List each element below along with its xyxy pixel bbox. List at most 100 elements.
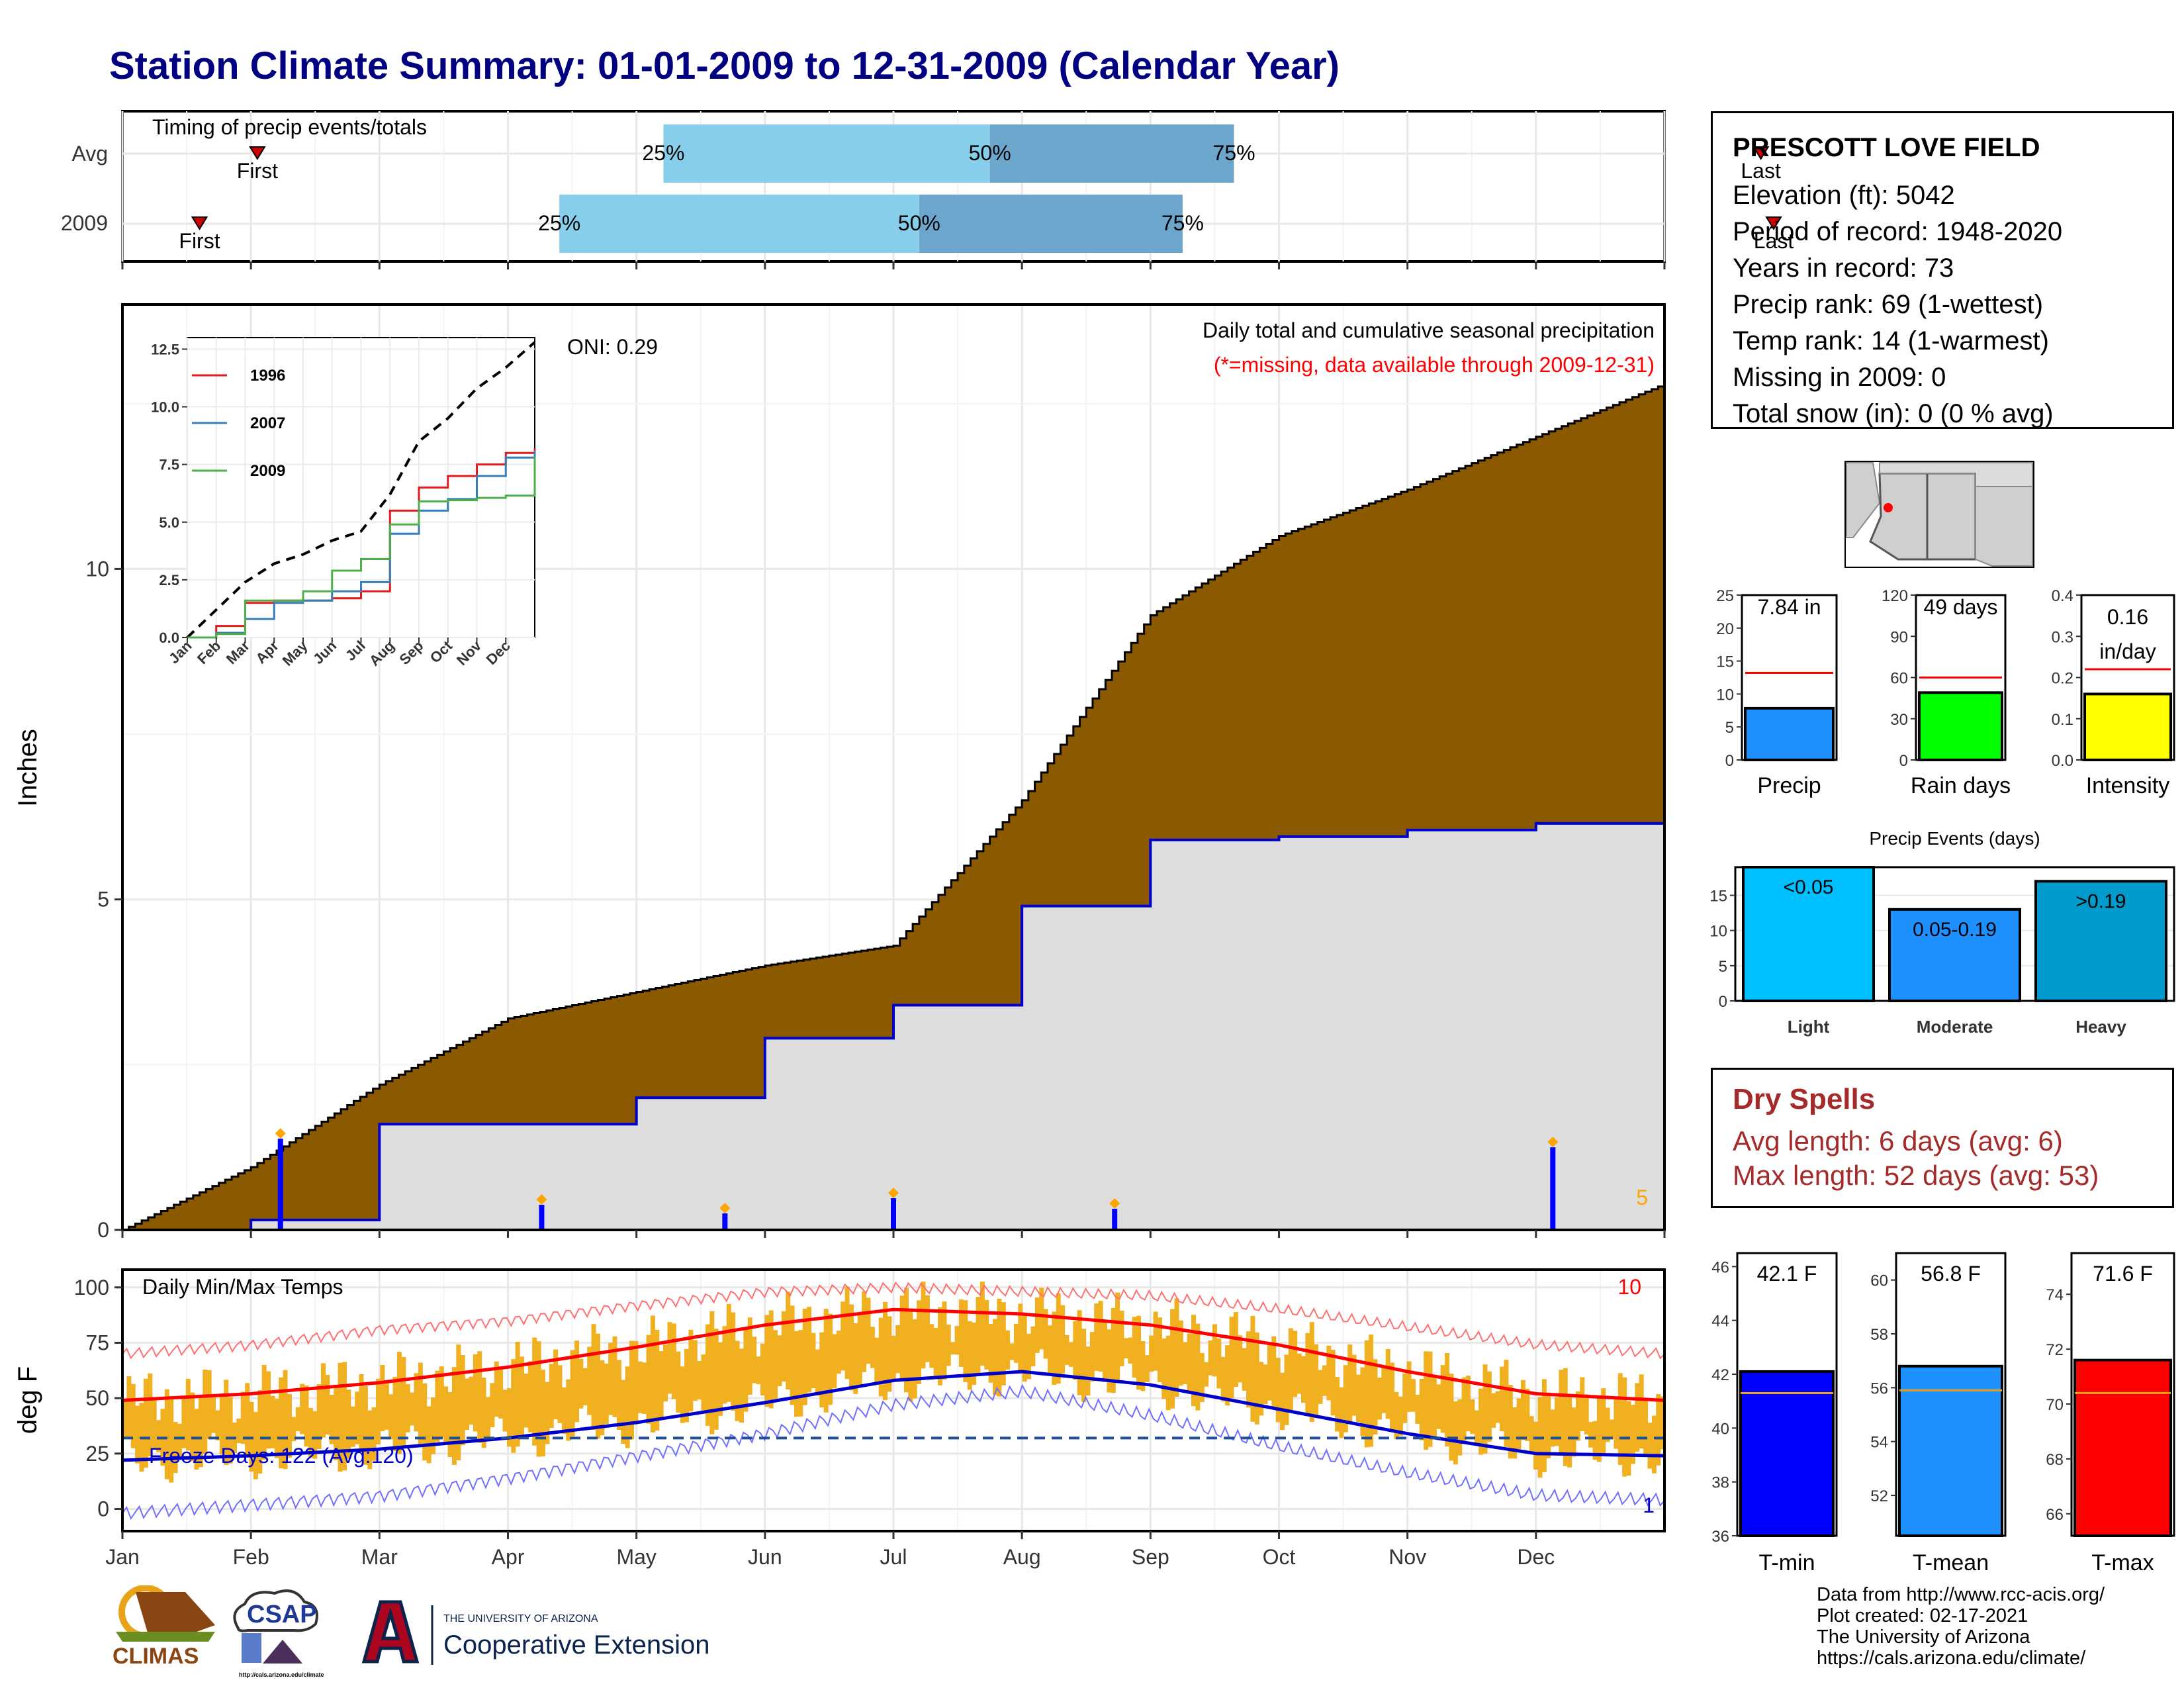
daily-temperature-bar [1356, 1374, 1361, 1423]
station-location-map [1844, 461, 2034, 568]
daily-temperature-bar [1144, 1355, 1150, 1382]
daily-temperature-bar [1225, 1345, 1230, 1406]
daily-temperature-bar [431, 1397, 435, 1454]
daily-temperature-bar [477, 1351, 482, 1443]
daily-temperature-bar [921, 1281, 926, 1369]
temperature-y-axis: 0 25 50 75 100 [74, 1276, 122, 1521]
daily-temperature-bar [490, 1383, 495, 1428]
timing-panel-label: Timing of precip events/totals [152, 115, 427, 139]
daily-temperature-bar [663, 1344, 668, 1402]
daily-temperature-bar [819, 1332, 825, 1408]
daily-temperature-bar [148, 1373, 153, 1456]
daily-temperature-bar [1174, 1298, 1179, 1397]
daily-temperature-bar [350, 1406, 355, 1447]
daily-temperature-bar [697, 1361, 702, 1400]
daily-temperature-bar [1465, 1376, 1471, 1432]
daily-temperature-bar [338, 1362, 343, 1472]
daily-temperature-bar [870, 1327, 875, 1368]
timing-bar-upper [989, 124, 1234, 183]
daily-temperature-bar [1440, 1365, 1445, 1433]
daily-temperature-bar [169, 1397, 174, 1483]
daily-temperature-bar [1009, 1343, 1015, 1360]
daily-temperature-bar [498, 1367, 504, 1419]
daily-temperature-bar [308, 1407, 313, 1458]
credits: Data from http://www.rcc-acis.org/ Plot … [1817, 1584, 2105, 1669]
summary-y-tick-label: 68 [2046, 1451, 2064, 1469]
daily-temperature-bar [1165, 1335, 1171, 1411]
daily-max-marker [1547, 1137, 1559, 1148]
daily-temperature-bar [1314, 1344, 1319, 1417]
daily-temperature-bar [883, 1301, 888, 1401]
daily-temperature-bar [841, 1301, 846, 1371]
daily-temperature-bar [718, 1342, 723, 1416]
daily-temperature-bar [1563, 1368, 1568, 1466]
summary-y-tick-label: 0 [1725, 752, 1734, 770]
daily-temperature-bar [1546, 1392, 1551, 1458]
month-axis: Jan Feb Mar Apr May Jun Jul Aug Sep Oct Nov Dec [105, 1531, 1555, 1569]
ua-subtitle: Cooperative Extension [443, 1630, 709, 1660]
daily-temperature-bar [1571, 1407, 1576, 1457]
inset-y-tick-label: 2.5 [159, 572, 179, 588]
month-tick-label: Dec [1517, 1545, 1555, 1569]
summary-y-tick-label: 0.3 [2052, 628, 2073, 646]
daily-temperature-bar [701, 1354, 706, 1411]
summary-y-tick-label: 25 [1716, 587, 1734, 605]
average-high-line [122, 1307, 1665, 1402]
daily-temperature-bar [574, 1340, 580, 1423]
inset-lines [186, 341, 536, 639]
timing-last-label: Last [1754, 229, 1794, 253]
daily-temperature-bar [1495, 1391, 1500, 1423]
daily-temperature-bar [1516, 1398, 1522, 1450]
daily-temperature-bar [633, 1340, 639, 1425]
daily-temperature-bar [1077, 1310, 1082, 1395]
daily-temperature-bar [185, 1378, 191, 1451]
ua-block-a [361, 1600, 420, 1664]
timing-row-avg-label: Avg [71, 142, 108, 165]
daily-temperature-bar [1128, 1337, 1133, 1364]
dry-spells-title: Dry Spells [1733, 1083, 1876, 1115]
daily-temperature-bar [1385, 1348, 1390, 1419]
summary-y-tick-label: 90 [1890, 628, 1908, 646]
daily-temperature-bar [1246, 1331, 1251, 1408]
daily-temperature-bar [1567, 1393, 1572, 1468]
daily-temperature-bar [680, 1366, 685, 1423]
summary-y-tick-label: 44 [1711, 1313, 1729, 1331]
summary-y-tick-label: 15 [1716, 653, 1734, 671]
daily-temperature-bar [1208, 1340, 1213, 1376]
daily-temperature-bar [1369, 1335, 1374, 1447]
station-info-box: PRESCOTT LOVE FIELD Elevation (ft): 5042… [1711, 111, 2174, 429]
daily-temperature-bar [625, 1366, 630, 1448]
daily-temperature-bar [1060, 1305, 1066, 1374]
daily-temperature-bar [388, 1394, 394, 1440]
daily-temperature-bar [173, 1422, 178, 1474]
daily-temperature-bar [240, 1391, 246, 1444]
precip-events-bar [1742, 866, 1875, 1002]
daily-temperature-bar [836, 1331, 841, 1374]
daily-temperature-bar [177, 1423, 182, 1458]
daily-temperature-bar [1191, 1315, 1197, 1407]
daily-temperature-bar [532, 1337, 537, 1446]
daily-temperature-bar [1377, 1378, 1382, 1420]
precip-events-y-tick-label: 0 [1719, 993, 1727, 1011]
daily-temperature-bar [261, 1364, 267, 1460]
daily-precip-bar [539, 1205, 545, 1230]
daily-temperature-bar [807, 1307, 812, 1393]
summary-y-tick-label: 10 [1716, 686, 1734, 704]
daily-temperature-bar [1322, 1365, 1327, 1396]
daily-temperature-bar [1364, 1340, 1369, 1448]
daily-temperature-bar [1267, 1342, 1272, 1401]
timing-bar-lower [663, 124, 990, 183]
daily-temperature-bar [823, 1309, 829, 1413]
summary-category-label: T-mean [1913, 1550, 1989, 1575]
daily-temperature-bar [426, 1406, 432, 1464]
precip-events-title: Precip Events (days) [1869, 828, 2040, 849]
daily-temperature-bar [1094, 1303, 1099, 1371]
daily-temperature-bar [777, 1335, 782, 1387]
timing-bar-upper [919, 195, 1183, 253]
inset-y-tick-label: 10.0 [151, 399, 179, 416]
daily-temperature-bar [257, 1390, 263, 1474]
daily-temperature-bar [976, 1297, 981, 1374]
daily-temperature-bar [549, 1364, 554, 1429]
daily-temperature-bar [705, 1324, 710, 1426]
